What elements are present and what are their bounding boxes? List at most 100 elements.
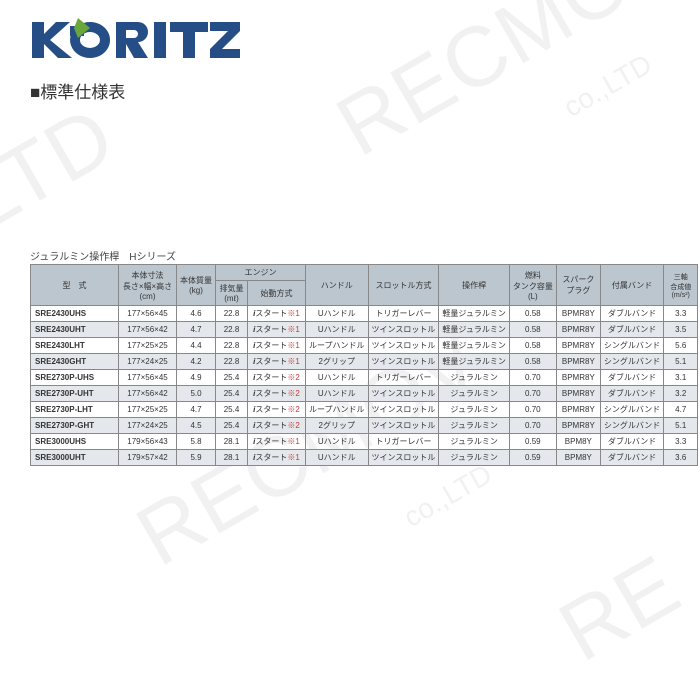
cell-plug: BPMR8Y: [556, 306, 600, 322]
cell-model: SRE2730P-UHS: [31, 370, 119, 386]
cell-handle: 2グリップ: [306, 354, 369, 370]
cell-axis: 3.5: [664, 322, 698, 338]
cell-tank: 0.59: [509, 434, 556, 450]
cell-band: ダブルバンド: [600, 306, 663, 322]
table-row: SRE2430GHT177×24×254.222.8iスタート※12グリップツイ…: [31, 354, 698, 370]
cell-model: SRE3000UHT: [31, 450, 119, 466]
cell-rod: ジュラルミン: [439, 370, 509, 386]
column-header: ハンドル: [306, 265, 369, 306]
cell-band: シングルバンド: [600, 418, 663, 434]
cell-handle: Uハンドル: [306, 434, 369, 450]
cell-tank: 0.58: [509, 338, 556, 354]
cell-disp: 25.4: [216, 418, 248, 434]
column-header: 本体寸法長さ×幅×高さ(cm): [119, 265, 177, 306]
cell-axis: 5.1: [664, 418, 698, 434]
series-label: ジュラルミン操作桿 Hシリーズ: [30, 248, 176, 263]
cell-dims: 177×56×45: [119, 306, 177, 322]
cell-start: iスタート※1: [248, 354, 306, 370]
cell-axis: 4.7: [664, 402, 698, 418]
cell-band: シングルバンド: [600, 402, 663, 418]
cell-disp: 28.1: [216, 434, 248, 450]
page-title: ■標準仕様表: [30, 78, 125, 103]
watermark: RE: [544, 537, 697, 682]
cell-disp: 25.4: [216, 386, 248, 402]
column-header: スパークプラグ: [556, 265, 600, 306]
cell-model: SRE2430UHT: [31, 322, 119, 338]
column-header: 燃料タンク容量(L): [509, 265, 556, 306]
cell-start: iスタート※2: [248, 370, 306, 386]
cell-dims: 177×56×42: [119, 386, 177, 402]
cell-model: SRE2430LHT: [31, 338, 119, 354]
cell-weight: 5.8: [177, 434, 216, 450]
table-body: SRE2430UHS177×56×454.622.8iスタート※1Uハンドルトリ…: [31, 306, 698, 466]
cell-start: iスタート※1: [248, 322, 306, 338]
cell-weight: 4.9: [177, 370, 216, 386]
cell-plug: BPMR8Y: [556, 418, 600, 434]
cell-band: ダブルバンド: [600, 322, 663, 338]
cell-weight: 4.7: [177, 322, 216, 338]
cell-throttle: トリガーレバー: [368, 306, 439, 322]
watermark: co.,LTD: [398, 458, 497, 534]
table-row: SRE2730P-LHT177×25×254.725.4iスタート※2ループハン…: [31, 402, 698, 418]
cell-rod: 軽量ジュラルミン: [439, 338, 509, 354]
cell-handle: Uハンドル: [306, 306, 369, 322]
cell-tank: 0.70: [509, 402, 556, 418]
cell-band: ダブルバンド: [600, 434, 663, 450]
cell-disp: 22.8: [216, 338, 248, 354]
cell-rod: ジュラルミン: [439, 402, 509, 418]
cell-handle: ループハンドル: [306, 402, 369, 418]
cell-weight: 4.6: [177, 306, 216, 322]
column-header: 三軸合成値(m/s²): [664, 265, 698, 306]
cell-throttle: ツインスロットル: [368, 418, 439, 434]
cell-model: SRE2430UHS: [31, 306, 119, 322]
cell-band: シングルバンド: [600, 338, 663, 354]
cell-tank: 0.70: [509, 418, 556, 434]
cell-start: iスタート※2: [248, 418, 306, 434]
cell-dims: 177×25×25: [119, 402, 177, 418]
watermark: co.,LTD: [558, 48, 657, 124]
cell-start: iスタート※1: [248, 450, 306, 466]
cell-dims: 177×24×25: [119, 418, 177, 434]
cell-disp: 25.4: [216, 402, 248, 418]
cell-handle: Uハンドル: [306, 450, 369, 466]
cell-disp: 22.8: [216, 354, 248, 370]
cell-axis: 5.1: [664, 354, 698, 370]
cell-plug: BPMR8Y: [556, 338, 600, 354]
cell-model: SRE2430GHT: [31, 354, 119, 370]
table-row: SRE2430UHS177×56×454.622.8iスタート※1Uハンドルトリ…: [31, 306, 698, 322]
cell-plug: BPMR8Y: [556, 370, 600, 386]
cell-handle: Uハンドル: [306, 386, 369, 402]
cell-plug: BPMR8Y: [556, 386, 600, 402]
cell-throttle: ツインスロットル: [368, 322, 439, 338]
table-row: SRE2730P-UHT177×56×425.025.4iスタート※2Uハンドル…: [31, 386, 698, 402]
cell-weight: 5.0: [177, 386, 216, 402]
spec-table: 型 式本体寸法長さ×幅×高さ(cm)本体質量(kg)エンジンハンドルスロットル方…: [30, 264, 698, 466]
cell-handle: Uハンドル: [306, 322, 369, 338]
table-row: SRE2430UHT177×56×424.722.8iスタート※1Uハンドルツイ…: [31, 322, 698, 338]
column-subheader: 排気量(mℓ): [216, 281, 248, 306]
table-row: SRE2730P-GHT177×24×254.525.4iスタート※22グリップ…: [31, 418, 698, 434]
cell-model: SRE2730P-LHT: [31, 402, 119, 418]
table-row: SRE2430LHT177×25×254.422.8iスタート※1ループハンドル…: [31, 338, 698, 354]
cell-handle: Uハンドル: [306, 370, 369, 386]
cell-model: SRE3000UHS: [31, 434, 119, 450]
cell-weight: 5.9: [177, 450, 216, 466]
column-header: エンジン: [216, 265, 306, 281]
cell-band: ダブルバンド: [600, 450, 663, 466]
column-header: 操作桿: [439, 265, 509, 306]
watermark: RECMOV: [321, 0, 698, 176]
cell-dims: 177×24×25: [119, 354, 177, 370]
column-header: 付属バンド: [600, 265, 663, 306]
column-subheader: 始動方式: [248, 281, 306, 306]
cell-throttle: トリガーレバー: [368, 370, 439, 386]
cell-disp: 28.1: [216, 450, 248, 466]
cell-start: iスタート※1: [248, 338, 306, 354]
cell-dims: 179×56×43: [119, 434, 177, 450]
brand-logo: [30, 14, 240, 66]
cell-axis: 3.3: [664, 306, 698, 322]
cell-throttle: ツインスロットル: [368, 338, 439, 354]
cell-dims: 179×57×42: [119, 450, 177, 466]
table-header: 型 式本体寸法長さ×幅×高さ(cm)本体質量(kg)エンジンハンドルスロットル方…: [31, 265, 698, 306]
cell-rod: ジュラルミン: [439, 450, 509, 466]
cell-disp: 22.8: [216, 322, 248, 338]
